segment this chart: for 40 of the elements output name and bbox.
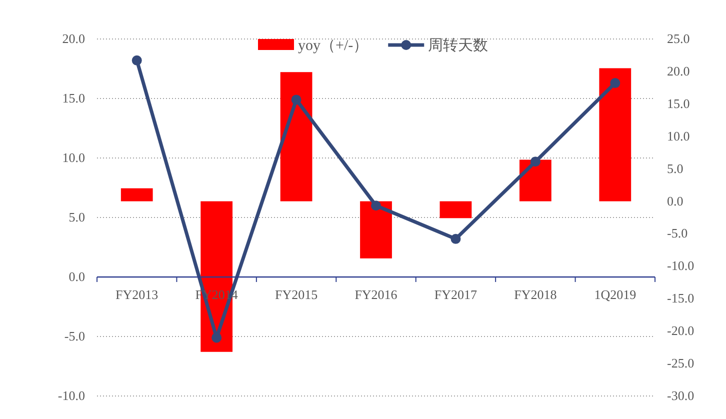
x-tick-label: FY2017: [434, 287, 478, 302]
x-tick-label: FY2015: [274, 287, 318, 302]
y-tick-label: 20.0: [62, 31, 85, 46]
bar: [519, 160, 552, 202]
point: [132, 55, 142, 66]
x-tick-label: FY2016: [354, 287, 398, 302]
point: [212, 332, 222, 343]
y-tick-label: -5.0: [64, 328, 85, 344]
bar: [120, 188, 153, 202]
y-tick-label: 15.0: [62, 90, 85, 106]
y2-tick-label: 25.0: [667, 31, 690, 46]
y2-tick-label: -30.0: [667, 388, 694, 403]
bar: [440, 201, 472, 218]
y-tick-label: -10.0: [58, 388, 85, 403]
y-tick-label: 5.0: [68, 210, 85, 224]
y2-tick-label: -20.0: [667, 323, 694, 338]
point: [371, 200, 381, 211]
legend-label: 周转天数: [428, 37, 488, 54]
x-tick-label: FY2013: [116, 287, 158, 302]
y2-tick-label: 0.0: [667, 193, 684, 208]
y2-tick-label: 5.0: [667, 160, 684, 176]
bar: [599, 68, 632, 202]
y2-tick-label: -10.0: [667, 258, 694, 274]
point: [530, 156, 540, 167]
legend-label: yoy（+/-）: [298, 38, 368, 54]
y2-tick-label: 10.0: [667, 128, 690, 144]
bar: [360, 201, 392, 258]
y2-tick-label: -25.0: [667, 356, 694, 371]
y2-tick-label: -15.0: [667, 290, 694, 306]
y2-tick-label: 20.0: [667, 63, 690, 78]
x-tick-label: 1Q2019: [594, 287, 636, 302]
point: [610, 78, 620, 88]
y2-tick-label: 15.0: [667, 96, 690, 111]
y2-tick-label: -5.0: [667, 226, 688, 241]
bar: [280, 72, 312, 202]
point: [291, 94, 302, 105]
x-tick-label: FY2018: [514, 287, 557, 302]
y-tick-label: 10.0: [62, 150, 85, 165]
point: [450, 234, 461, 244]
y-tick-label: 0.0: [68, 269, 85, 284]
